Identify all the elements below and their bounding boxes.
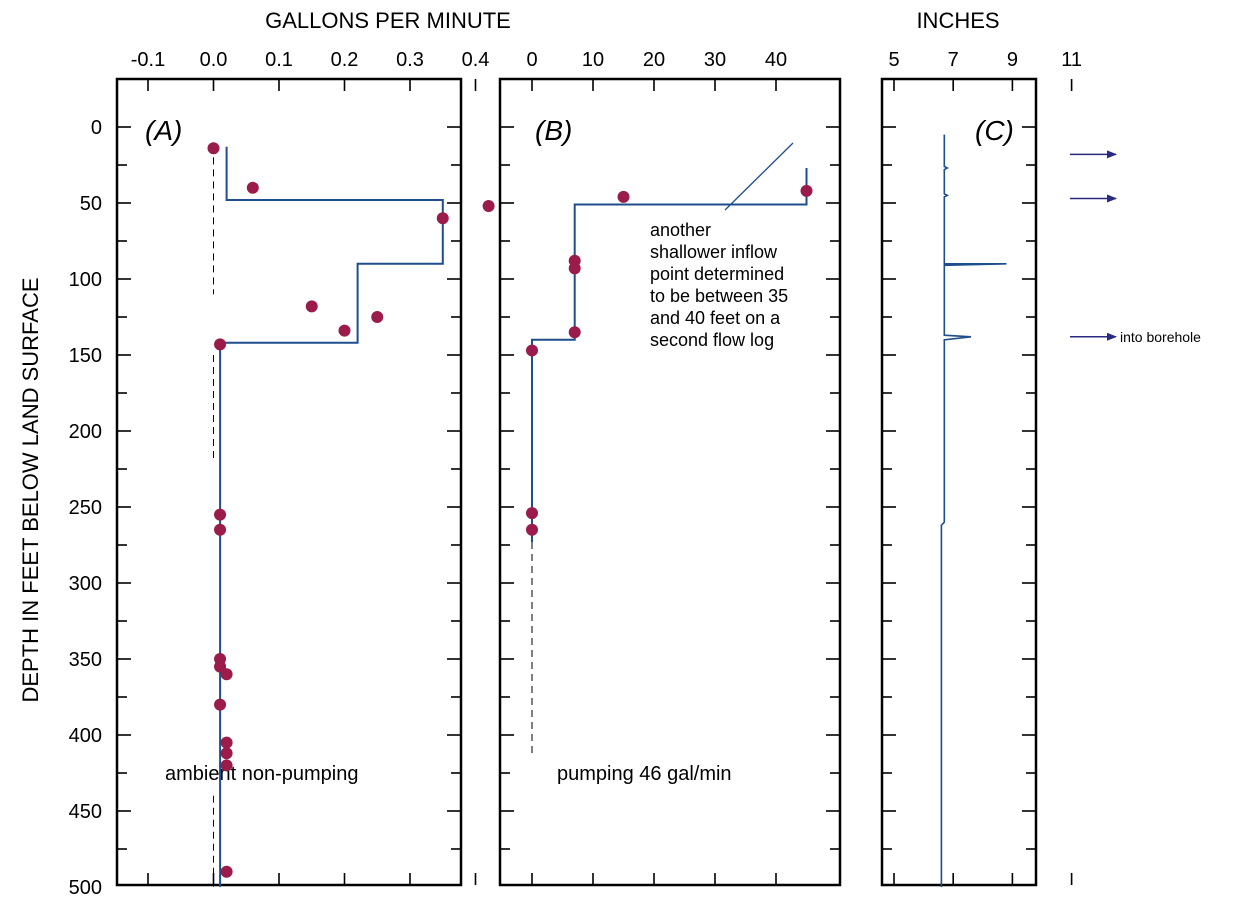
panel-c: (C) 5 7 9 11 into borehole — [880, 49, 1201, 887]
x-tick-label: 0.4 — [462, 49, 490, 71]
panel-b-note: another shallower inflow point determine… — [650, 220, 793, 350]
data-point — [482, 200, 495, 213]
data-point — [526, 523, 538, 536]
data-point — [371, 311, 384, 323]
panel-b-note-line: and 40 feet on a — [650, 308, 781, 328]
y-tick-labels: 0 50 100 150 200 250 300 350 400 450 500 — [69, 117, 102, 899]
panel-b: (B) pumping 46 gal/min another shallower… — [498, 49, 842, 887]
data-point — [800, 184, 813, 197]
data-point — [568, 262, 581, 275]
y-tick-label: 350 — [69, 649, 102, 671]
y-tick-label: 200 — [69, 421, 102, 443]
panel-a-annotation: ambient non-pumping — [165, 763, 358, 785]
data-point — [214, 508, 227, 521]
y-tick-label: 0 — [91, 117, 102, 139]
data-point — [207, 142, 220, 155]
x-tick-label: 40 — [765, 49, 787, 71]
y-tick-label: 450 — [69, 801, 102, 823]
x-tick-label: 0.3 — [396, 49, 424, 71]
data-point — [617, 190, 630, 203]
panel-c-arrows: into borehole — [1070, 150, 1201, 345]
y-tick-label: 500 — [69, 877, 102, 899]
panel-b-note-line: point determined — [650, 264, 784, 284]
panel-a-marks — [207, 142, 495, 887]
x-tick-label: 0.0 — [200, 49, 228, 71]
y-tick-label: 250 — [69, 497, 102, 519]
x-tick-label: 30 — [704, 49, 726, 71]
panel-b-marks — [526, 168, 813, 754]
caliper-axis-title: INCHES — [916, 8, 999, 33]
x-tick-label: 11 — [1061, 49, 1082, 71]
data-point — [220, 759, 233, 772]
inflow-arrow-label: into borehole — [1120, 329, 1201, 345]
panel-b-note-leader — [724, 142, 794, 211]
panel-c-label: (C) — [975, 115, 1014, 146]
y-tick-label: 300 — [69, 573, 102, 595]
x-tick-label: 5 — [888, 49, 899, 71]
y-tick-label: 100 — [69, 269, 102, 291]
data-point — [220, 865, 233, 878]
data-point — [220, 668, 233, 681]
panel-a-label: (A) — [145, 115, 182, 146]
panel-c-frame — [880, 77, 1038, 887]
y-tick-label: 150 — [69, 345, 102, 367]
panel-b-note-line: to be between 35 — [650, 286, 788, 306]
data-point — [526, 344, 538, 357]
x-tick-label: 0.1 — [265, 49, 293, 71]
panel-b-note-line: second flow log — [650, 330, 774, 350]
data-point — [214, 338, 227, 351]
flow-axis-title: GALLONS PER MINUTE — [265, 8, 511, 33]
data-point — [526, 507, 538, 520]
panel-b-ticks: 0 10 20 30 40 — [500, 49, 840, 885]
panel-a-frame — [115, 77, 463, 887]
panel-b-frame — [498, 77, 842, 887]
data-point — [305, 300, 318, 313]
y-tick-label: 400 — [69, 725, 102, 747]
x-tick-label: 10 — [582, 49, 604, 71]
x-tick-label: 20 — [643, 49, 665, 71]
data-point — [220, 747, 233, 760]
panel-a-ticks: -0.1 0.0 0.1 0.2 0.3 0.4 — [117, 49, 489, 885]
panel-b-annotation: pumping 46 gal/min — [557, 763, 732, 785]
panel-b-note-line: another — [650, 220, 711, 240]
panel-b-note-line: shallower inflow — [650, 242, 778, 262]
flow-profile-line — [219, 146, 444, 887]
data-point — [214, 523, 227, 536]
y-tick-label: 50 — [80, 193, 102, 215]
y-axis-title: DEPTH IN FEET BELOW LAND SURFACE — [18, 277, 43, 702]
data-point — [568, 326, 581, 339]
panel-a: (A) ambient non-pumping -0.1 0.0 0.1 0.2 0.3… — [115, 49, 495, 887]
data-point — [436, 212, 449, 225]
caliper-trace — [940, 134, 1007, 887]
panel-c-marks — [940, 134, 1007, 887]
panel-c-ticks: 5 7 9 11 — [882, 49, 1082, 885]
x-tick-label: 0 — [526, 49, 537, 71]
panel-b-label: (B) — [535, 115, 572, 146]
x-tick-label: -0.1 — [131, 49, 165, 71]
data-point — [214, 698, 227, 711]
x-tick-label: 0.2 — [331, 49, 359, 71]
data-point — [220, 736, 233, 749]
data-point — [338, 324, 351, 337]
data-point — [246, 181, 259, 194]
x-tick-label: 7 — [948, 49, 959, 71]
x-tick-label: 9 — [1007, 49, 1018, 71]
